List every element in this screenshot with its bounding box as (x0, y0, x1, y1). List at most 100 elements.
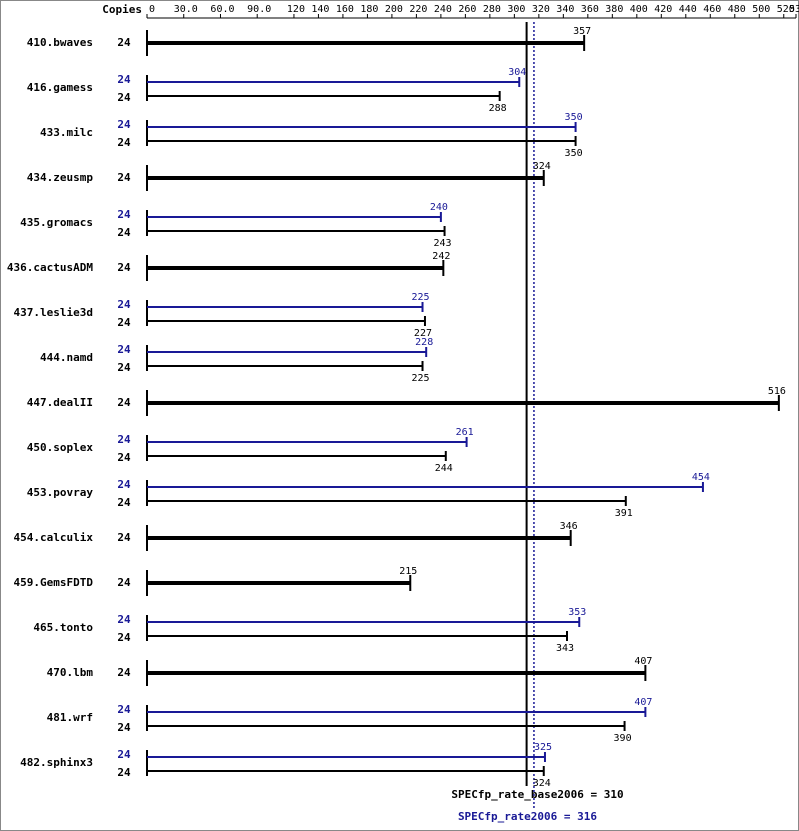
value-label: 227 (414, 328, 432, 339)
benchmark-label: 437.leslie3d (14, 306, 93, 319)
copies-label: 24 (117, 36, 131, 49)
value-label: 350 (565, 148, 583, 159)
copies-label: 24 (117, 631, 131, 644)
copies-label: 24 (117, 136, 131, 149)
benchmark-label: 482.sphinx3 (20, 756, 93, 769)
copies-label: 24 (117, 531, 131, 544)
value-label: 242 (432, 251, 450, 262)
copies-label: 24 (117, 316, 131, 329)
copies-label: 24 (117, 396, 131, 409)
copies-label: 24 (117, 91, 131, 104)
benchmark-label: 453.povray (27, 486, 94, 499)
copies-label: 24 (117, 496, 131, 509)
x-tick-label: 300 (507, 4, 525, 15)
value-label: 391 (615, 508, 633, 519)
x-tick-label: 180 (360, 4, 378, 15)
x-tick-label: 90.0 (247, 4, 271, 15)
value-label: 516 (768, 386, 786, 397)
value-label: 288 (489, 103, 507, 114)
value-label: 225 (411, 373, 429, 384)
value-label: 240 (430, 202, 448, 213)
benchmark-label: 454.calculix (14, 531, 94, 544)
value-label: 261 (456, 427, 474, 438)
benchmark-label: 450.soplex (27, 441, 94, 454)
x-tick-label: 30.0 (174, 4, 198, 15)
benchmark-label: 410.bwaves (27, 36, 93, 49)
value-label: 324 (533, 778, 551, 789)
reference-label: SPECfp_rate_base2006 = 310 (451, 788, 623, 801)
x-tick-label: 220 (409, 4, 427, 15)
x-tick-label: 460 (703, 4, 721, 15)
value-label: 357 (573, 26, 591, 37)
benchmark-label: 435.gromacs (20, 216, 93, 229)
x-tick-label: 240 (434, 4, 452, 15)
x-tick-label: 530 (789, 4, 799, 15)
x-tick-label: 320 (532, 4, 550, 15)
value-label: 225 (411, 292, 429, 303)
copies-label: 24 (117, 361, 131, 374)
value-label: 454 (692, 472, 710, 483)
value-label: 390 (614, 733, 632, 744)
benchmark-label: 416.gamess (27, 81, 93, 94)
value-label: 215 (399, 566, 417, 577)
x-tick-label: 140 (311, 4, 329, 15)
value-label: 324 (533, 161, 551, 172)
value-label: 350 (565, 112, 583, 123)
copies-label: 24 (117, 171, 131, 184)
x-tick-label: 520 (777, 4, 795, 15)
copies-label: 24 (117, 73, 131, 86)
x-tick-label: 360 (581, 4, 599, 15)
value-label: 244 (435, 463, 453, 474)
copies-label: 24 (117, 208, 131, 221)
x-tick-label: 280 (483, 4, 501, 15)
benchmark-label: 447.dealII (27, 396, 93, 409)
x-tick-label: 200 (385, 4, 403, 15)
value-label: 353 (568, 607, 586, 618)
x-tick-label: 400 (630, 4, 648, 15)
copies-label: 24 (117, 226, 131, 239)
copies-label: 24 (117, 478, 131, 491)
benchmark-label: 465.tonto (33, 621, 93, 634)
value-label: 407 (634, 656, 652, 667)
x-tick-label: 160 (336, 4, 354, 15)
value-label: 346 (560, 521, 578, 532)
benchmark-label: 481.wrf (47, 711, 93, 724)
value-label: 228 (415, 337, 433, 348)
copies-label: 24 (117, 613, 131, 626)
benchmark-label: 459.GemsFDTD (14, 576, 94, 589)
copies-label: 24 (117, 261, 131, 274)
copies-label: 24 (117, 666, 131, 679)
reference-label: SPECfp_rate2006 = 316 (458, 810, 597, 823)
value-label: 243 (434, 238, 452, 249)
benchmark-label: 436.cactusADM (7, 261, 93, 274)
value-label: 343 (556, 643, 574, 654)
x-tick-label: 60.0 (210, 4, 234, 15)
benchmark-label: 444.namd (40, 351, 93, 364)
copies-label: 24 (117, 298, 131, 311)
copies-label: 24 (117, 748, 131, 761)
benchmark-label: 470.lbm (47, 666, 94, 679)
copies-label: 24 (117, 433, 131, 446)
value-label: 407 (634, 697, 652, 708)
x-tick-label: 420 (654, 4, 672, 15)
benchmark-label: 434.zeusmp (27, 171, 94, 184)
copies-label: 24 (117, 721, 131, 734)
copies-label: 24 (117, 766, 131, 779)
copies-label: 24 (117, 343, 131, 356)
x-tick-label: 120 (287, 4, 305, 15)
x-tick-label: 380 (605, 4, 623, 15)
x-tick-label: 440 (679, 4, 697, 15)
copies-label: 24 (117, 118, 131, 131)
value-label: 304 (508, 67, 526, 78)
copies-header: Copies (102, 3, 142, 16)
x-tick-label: 500 (752, 4, 770, 15)
copies-label: 24 (117, 451, 131, 464)
benchmark-label: 433.milc (40, 126, 93, 139)
copies-label: 24 (117, 576, 131, 589)
x-tick-label: 260 (458, 4, 476, 15)
x-tick-label: 0 (149, 4, 155, 15)
x-tick-label: 340 (556, 4, 574, 15)
x-tick-label: 480 (728, 4, 746, 15)
